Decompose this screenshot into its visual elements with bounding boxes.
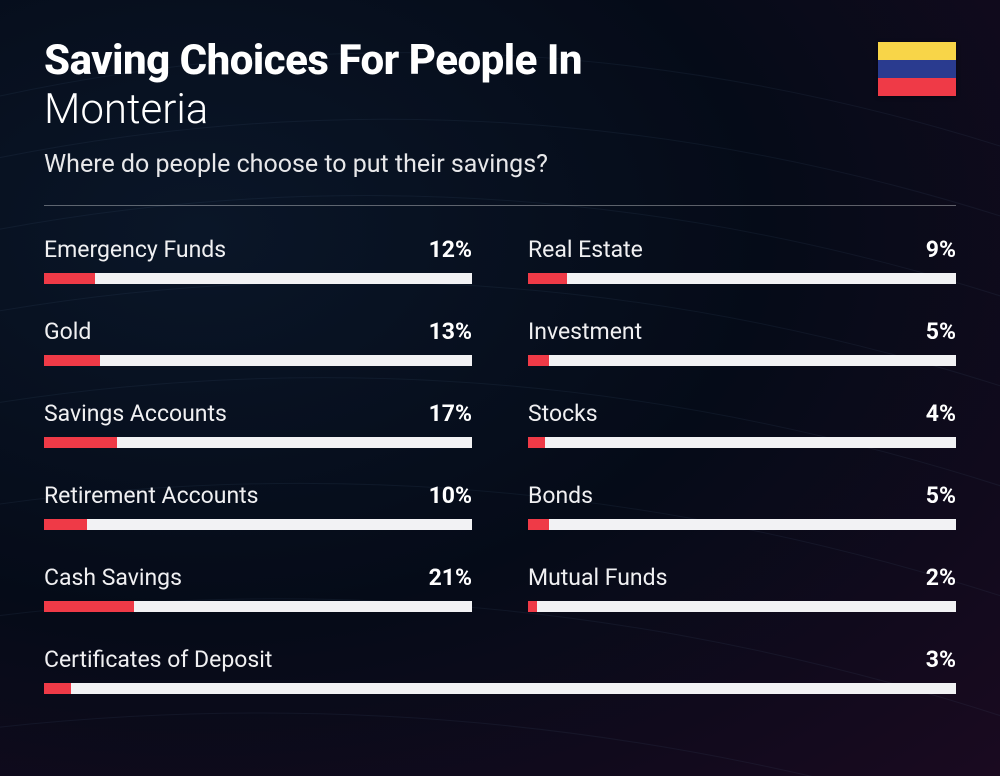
bar-value: 5% — [926, 318, 956, 345]
bar-value: 10% — [429, 482, 472, 509]
bar-label: Stocks — [528, 400, 598, 427]
bar-value: 4% — [926, 400, 956, 427]
bar-item: Emergency Funds 12% — [44, 236, 472, 284]
title-line1: Saving Choices For People In — [44, 38, 878, 84]
bar-fill — [528, 519, 549, 530]
bar-fill — [528, 355, 549, 366]
bar-track — [44, 273, 472, 284]
divider — [44, 205, 956, 206]
bar-fill — [528, 273, 567, 284]
bar-value: 21% — [429, 564, 472, 591]
flag-stripe-3 — [878, 78, 956, 96]
bar-label: Certificates of Deposit — [44, 646, 272, 673]
bar-label: Bonds — [528, 482, 593, 509]
bar-fill — [528, 601, 537, 612]
bar-label: Savings Accounts — [44, 400, 227, 427]
bar-label: Cash Savings — [44, 564, 182, 591]
bar-fill — [44, 355, 100, 366]
bar-item: Cash Savings 21% — [44, 564, 472, 612]
bar-item: Mutual Funds 2% — [528, 564, 956, 612]
bar-fill — [44, 601, 134, 612]
bar-track — [44, 601, 472, 612]
flag-stripe-2 — [878, 60, 956, 78]
flag-icon — [878, 42, 956, 96]
bar-value: 12% — [429, 236, 472, 263]
bar-track — [44, 437, 472, 448]
title-line2: Monteria — [44, 86, 878, 134]
bar-value: 5% — [926, 482, 956, 509]
bar-label: Emergency Funds — [44, 236, 226, 263]
bar-value: 9% — [926, 236, 956, 263]
bar-label: Retirement Accounts — [44, 482, 259, 509]
bar-value: 13% — [429, 318, 472, 345]
bar-label: Real Estate — [528, 236, 643, 263]
bar-track — [528, 355, 956, 366]
bar-item: Bonds 5% — [528, 482, 956, 530]
title-block: Saving Choices For People In Monteria Wh… — [44, 38, 878, 179]
bar-item: Retirement Accounts 10% — [44, 482, 472, 530]
bar-label: Gold — [44, 318, 91, 345]
bar-track — [528, 601, 956, 612]
bar-fill — [44, 683, 71, 694]
bar-track — [528, 273, 956, 284]
bar-label: Investment — [528, 318, 642, 345]
bar-fill — [44, 273, 95, 284]
bar-value: 2% — [926, 564, 956, 591]
bar-track — [44, 683, 956, 694]
flag-stripe-1 — [878, 42, 956, 60]
bar-track — [528, 519, 956, 530]
bar-value: 17% — [429, 400, 472, 427]
bar-value: 3% — [926, 646, 956, 673]
bar-item: Investment 5% — [528, 318, 956, 366]
bars-grid: Emergency Funds 12% Real Estate 9% Gold 13% In… — [44, 236, 956, 694]
bar-item: Real Estate 9% — [528, 236, 956, 284]
bar-track — [44, 355, 472, 366]
bar-track — [44, 519, 472, 530]
bar-item: Stocks 4% — [528, 400, 956, 448]
subtitle: Where do people choose to put their savi… — [44, 150, 878, 179]
bar-fill — [44, 437, 117, 448]
bar-item: Savings Accounts 17% — [44, 400, 472, 448]
bar-item: Gold 13% — [44, 318, 472, 366]
bar-track — [528, 437, 956, 448]
bar-fill — [44, 519, 87, 530]
bar-label: Mutual Funds — [528, 564, 667, 591]
bar-fill — [528, 437, 545, 448]
bar-item: Certificates of Deposit 3% — [44, 646, 956, 694]
